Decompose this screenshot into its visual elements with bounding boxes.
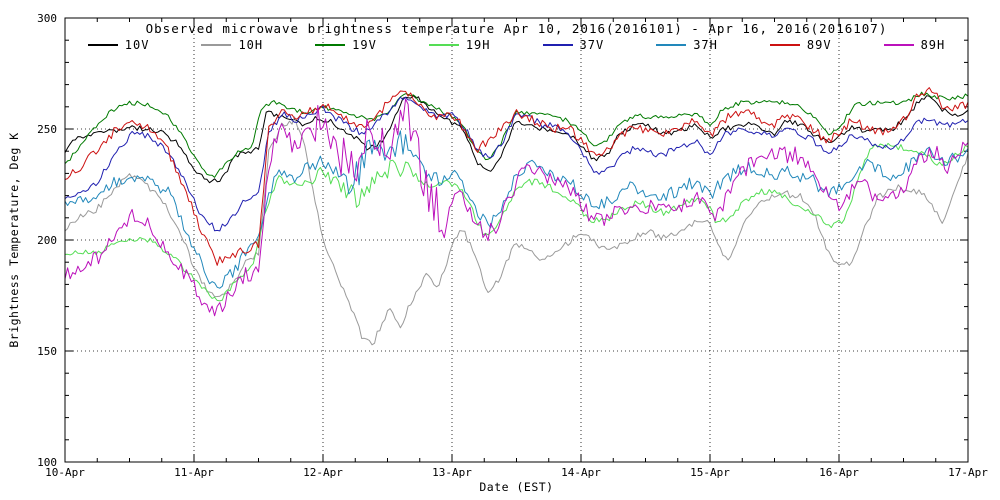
legend-label: 19V [352, 38, 377, 52]
legend-item-37v: 37V [542, 38, 605, 52]
y-tick-label: 100 [37, 456, 57, 469]
legend-item-10v: 10V [87, 38, 150, 52]
legend-item-37h: 37H [656, 38, 718, 52]
series-line-10h [64, 116, 969, 346]
series-line-10v [64, 95, 969, 184]
y-tick-label: 150 [37, 345, 57, 358]
series-line-89v [64, 87, 969, 266]
series-line-19h [64, 142, 969, 302]
legend-label: 37V [579, 38, 605, 52]
legend-item-10h: 10H [201, 38, 263, 52]
legend-line-swatch [428, 44, 459, 46]
y-axis-label: Brightness Temperature, Deg K [7, 132, 21, 348]
legend-item-89v: 89V [769, 38, 832, 52]
x-tick-label: 11-Apr [174, 466, 214, 479]
plot-frame [64, 17, 969, 463]
legend-line-swatch [315, 44, 346, 46]
legend-label: 19H [465, 38, 491, 52]
x-tick-label: 15-Apr [690, 466, 730, 479]
legend-line-swatch [201, 44, 232, 46]
x-axis-label: Date (EST) [479, 480, 554, 494]
legend-label: 10H [238, 38, 264, 52]
x-tick-label: 12-Apr [303, 466, 343, 479]
legend-label: 89H [920, 38, 946, 52]
x-tick-label: 17-Apr [948, 466, 988, 479]
legend-line-swatch [542, 44, 573, 46]
legend-item-89h: 89H [883, 38, 946, 52]
chart-legend: 10V 10H 19V 19H 37V 37H 89V 89H [65, 38, 968, 52]
series-line-37h [64, 130, 969, 289]
x-tick-label: 13-Apr [432, 466, 472, 479]
x-tick-label: 10-Apr [45, 466, 85, 479]
chart-title: Observed microwave brightness temperatur… [145, 21, 888, 36]
y-tick-label: 250 [37, 123, 57, 136]
legend-line-swatch [656, 44, 687, 46]
legend-line-swatch [883, 44, 914, 46]
series-line-19v [64, 91, 969, 178]
series-line-37v [64, 96, 969, 232]
y-tick-label: 200 [37, 234, 57, 247]
x-tick-label: 14-Apr [561, 466, 601, 479]
legend-item-19h: 19H [428, 38, 491, 52]
y-tick-label: 300 [37, 12, 57, 25]
x-tick-label: 16-Apr [819, 466, 859, 479]
legend-label: 37H [693, 38, 718, 52]
legend-line-swatch [769, 44, 800, 46]
series-line-89h [64, 98, 969, 317]
legend-label: 10V [124, 38, 150, 52]
legend-item-19v: 19V [315, 38, 377, 52]
legend-line-swatch [87, 44, 118, 46]
legend-label: 89V [806, 38, 832, 52]
